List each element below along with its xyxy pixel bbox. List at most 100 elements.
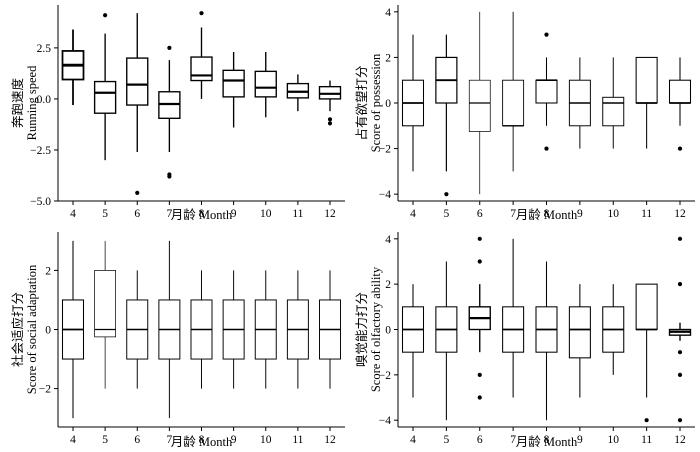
box-month-10 <box>254 51 277 118</box>
y-tick-label: −2 <box>379 370 391 382</box>
x-tick-label: 10 <box>608 208 620 220</box>
panel-4: −4 −2 0 2 4 4 5 6 7 8 9 10 11 12 月龄 Month 嗅觉能力打分 Score o… <box>355 232 695 449</box>
y-tick-label: 4 <box>385 7 391 19</box>
box-body <box>502 79 525 127</box>
y-axis-title-en: Score of possession <box>369 53 383 152</box>
outlier-point <box>477 259 482 264</box>
box-month-10 <box>602 57 625 149</box>
outlier-point <box>477 372 482 377</box>
box-body <box>635 283 658 331</box>
box-month-7 <box>158 240 181 419</box>
y-tick-label: 2 <box>385 279 391 291</box>
panel-3: −2 0 2 4 5 6 7 8 9 10 11 12 月龄 Month 社会适应打分 Score of s… <box>10 232 345 449</box>
box-month-12 <box>318 80 342 126</box>
outlier-point <box>477 236 482 241</box>
x-axis-title: 月龄 Month <box>171 208 233 222</box>
x-tick-label: 11 <box>292 208 303 220</box>
box-month-9 <box>568 284 591 398</box>
x-tick-label: 11 <box>641 208 652 220</box>
box-month-8 <box>190 270 213 389</box>
box-month-10 <box>254 270 277 389</box>
outlier-point <box>135 190 140 195</box>
x-tick-label: 4 <box>70 434 76 446</box>
box-month-8 <box>535 32 558 151</box>
y-axis-title-en: Running speed <box>25 65 39 140</box>
box-month-12 <box>668 57 692 151</box>
box-month-10 <box>602 284 625 375</box>
outlier-point <box>677 418 683 423</box>
panel-1: −5.0 −2.5 0.0 2.5 4 5 6 7 8 9 10 11 12 月龄 Month 奔跑速度 Ru… <box>10 5 345 222</box>
outlier-point <box>677 350 683 355</box>
box-month-6 <box>468 11 491 195</box>
y-tick-label: −2 <box>39 384 51 396</box>
box-month-7 <box>502 238 525 398</box>
x-tick-label: 10 <box>260 208 272 220</box>
box-month-6 <box>126 13 149 195</box>
y-tick-label: 4 <box>385 234 391 246</box>
x-tick-label: 12 <box>324 434 336 446</box>
x-tick-label: 8 <box>544 434 550 446</box>
x-tick-label: 9 <box>231 208 237 220</box>
outlier-point <box>327 117 333 122</box>
y-axis-title-cn: 社会适应打分 <box>10 292 25 367</box>
y-tick-label: −4 <box>379 415 391 427</box>
box-body <box>535 79 558 104</box>
x-tick-label: 4 <box>70 208 76 220</box>
box-body <box>635 56 658 104</box>
y-axis-title-cn: 嗅觉能力打分 <box>355 292 369 367</box>
box-body <box>568 306 591 359</box>
box-body <box>126 57 149 106</box>
box-month-7 <box>158 45 181 179</box>
box-month-7 <box>502 11 525 172</box>
outlier-point <box>167 174 172 179</box>
x-tick-label: 10 <box>608 434 620 446</box>
x-tick-label: 9 <box>577 434 583 446</box>
x-tick-label: 5 <box>102 208 108 220</box>
y-tick-label: 0 <box>385 325 391 337</box>
box-body <box>602 96 625 127</box>
x-tick-label: 5 <box>444 208 450 220</box>
x-tick-label: 11 <box>292 434 303 446</box>
x-tick-label: 4 <box>410 434 416 446</box>
y-axis-title-cn: 占有欲望打分 <box>354 65 369 140</box>
box-month-4 <box>61 240 85 419</box>
x-tick-label: 7 <box>167 434 173 446</box>
box-month-11 <box>635 56 658 149</box>
y-tick-label: 2 <box>385 52 391 64</box>
x-tick-label: 5 <box>444 434 450 446</box>
x-tick-label: 8 <box>199 208 205 220</box>
outlier-point <box>644 418 649 423</box>
box-body <box>222 69 245 98</box>
y-tick-label: −5.0 <box>30 196 51 208</box>
y-axis-title-cn: 奔跑速度 <box>10 78 25 129</box>
y-tick-label: 0 <box>385 98 391 110</box>
y-tick-label: 0 <box>45 325 51 337</box>
y-axis-title-en: Score of social adaptation <box>25 264 39 394</box>
box-month-11 <box>286 74 310 112</box>
x-tick-label: 8 <box>544 208 550 220</box>
x-tick-label: 9 <box>577 208 583 220</box>
x-tick-label: 10 <box>260 434 272 446</box>
outlier-point <box>544 32 549 37</box>
y-tick-label: 0.0 <box>37 94 52 106</box>
y-tick-label: −2.5 <box>30 145 51 157</box>
box-month-5 <box>93 13 117 161</box>
box-body <box>468 79 491 132</box>
x-tick-label: 11 <box>641 434 652 446</box>
x-tick-label: 5 <box>102 434 108 446</box>
box-month-8 <box>535 261 558 421</box>
box-body <box>668 79 692 104</box>
x-tick-label: 8 <box>199 434 205 446</box>
box-month-8 <box>190 11 213 99</box>
outlier-point <box>327 121 333 126</box>
box-month-11 <box>635 283 658 423</box>
box-month-4 <box>61 29 85 106</box>
outlier-point <box>167 45 172 50</box>
x-tick-label: 12 <box>324 208 336 220</box>
box-body <box>93 80 117 114</box>
outlier-point <box>444 192 449 197</box>
x-tick-label: 7 <box>167 208 173 220</box>
outlier-point <box>477 395 482 400</box>
outlier-point <box>677 236 683 241</box>
